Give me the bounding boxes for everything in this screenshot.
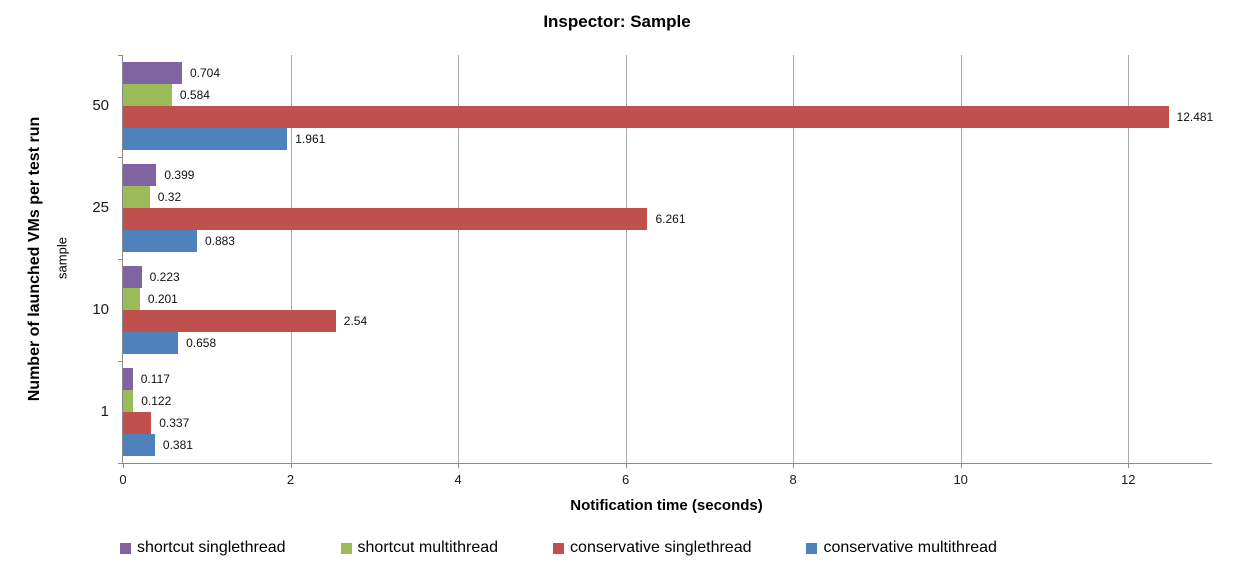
bar-shortcut-multithread (123, 186, 150, 208)
bar-conservative-multithread (123, 128, 288, 150)
gridline (458, 55, 460, 463)
legend-item-conservative-multithread: conservative multithread (806, 539, 997, 557)
bar-conservative-singlethread (123, 208, 648, 230)
y-axis-category-label: 1 (100, 403, 109, 420)
legend-marker-icon (120, 542, 131, 554)
legend-marker-icon (806, 542, 818, 554)
bar-value-label: 0.883 (204, 234, 235, 248)
bar-shortcut-singlethread (123, 266, 142, 288)
bar-value-label: 0.381 (162, 438, 193, 452)
y-axis-subtitle: sample (54, 237, 70, 279)
y-axis-category-label: 25 (92, 199, 109, 216)
legend-item-conservative-singlethread: conservative singlethread (553, 539, 751, 557)
legend: shortcut singlethread shortcut multithrea… (120, 539, 997, 557)
bar-value-label: 6.261 (655, 212, 686, 226)
x-axis-tick-label: 8 (789, 472, 797, 487)
x-axis-tick-label: 4 (454, 472, 462, 487)
x-axis-tick (123, 463, 124, 468)
bar-value-label: 0.223 (149, 270, 180, 284)
bar-value-label: 0.704 (189, 66, 220, 80)
bar-value-label: 0.584 (179, 88, 210, 102)
bar-shortcut-multithread (123, 288, 140, 310)
x-axis-tick (458, 463, 460, 468)
bar-value-label: 0.337 (159, 416, 190, 430)
bar-value-label: 1.961 (295, 132, 326, 146)
x-axis-tick-label: 0 (119, 472, 127, 487)
bar-conservative-singlethread (123, 310, 336, 332)
bar-value-label: 0.117 (140, 372, 170, 386)
legend-label: shortcut multithread (357, 539, 499, 556)
gridline (290, 55, 292, 463)
gridline (960, 55, 962, 463)
plot-area: 0 2 4 6 8 10 12 50 25 10 1 0.704 0.584 12.481 1.961 0.3… (92, 55, 1214, 487)
bar-conservative-multithread (123, 434, 155, 456)
x-axis-tick (960, 463, 962, 468)
bar-value-label: 0.122 (141, 394, 172, 408)
bar-shortcut-singlethread (123, 368, 133, 390)
legend-marker-icon (340, 542, 352, 554)
gridline (1128, 55, 1130, 463)
x-axis-tick (1128, 463, 1130, 468)
bar-value-label: 0.399 (164, 168, 195, 182)
x-axis-tick (290, 463, 292, 468)
y-axis-tick (118, 259, 123, 260)
y-axis-category-label: 50 (92, 97, 109, 114)
bar-value-label: 12.481 (1176, 110, 1214, 124)
y-axis-category-label: 10 (92, 301, 109, 318)
x-axis-tick (625, 463, 627, 468)
bar-value-label: 2.54 (343, 314, 368, 328)
x-axis-tick (793, 463, 795, 468)
bar-shortcut-multithread (123, 84, 172, 106)
bar-shortcut-multithread (123, 390, 134, 412)
x-axis-title: Notification time (seconds) (570, 497, 763, 514)
bar-shortcut-singlethread (123, 164, 157, 186)
x-axis-tick-label: 2 (286, 472, 295, 487)
legend-item-shortcut-multithread: shortcut multithread (340, 539, 499, 557)
y-axis-tick (118, 157, 123, 158)
y-axis-title: Number of launched VMs per test run (26, 116, 43, 402)
bar-shortcut-singlethread (123, 62, 182, 84)
y-axis-tick (118, 55, 123, 56)
y-axis-tick (118, 463, 123, 464)
x-axis-tick-label: 10 (953, 472, 968, 487)
y-axis-tick (118, 361, 123, 362)
bar-conservative-singlethread (123, 412, 152, 434)
chart-title: Inspector: Sample (543, 12, 691, 31)
x-axis-tick-label: 6 (621, 472, 630, 487)
x-axis-tick-label: 12 (1120, 472, 1136, 487)
bar-conservative-multithread (123, 230, 197, 252)
legend-label: conservative singlethread (570, 539, 752, 556)
bar-conservative-singlethread (123, 106, 1169, 128)
bar-value-label: 0.32 (157, 190, 182, 204)
bar-value-label: 0.658 (186, 336, 217, 350)
gridline (793, 55, 795, 463)
bar-conservative-multithread (123, 332, 179, 354)
legend-label: conservative multithread (823, 539, 997, 556)
bar-value-label: 0.201 (147, 292, 178, 306)
gridline (625, 55, 627, 463)
legend-item-shortcut-singlethread: shortcut singlethread (120, 539, 286, 557)
legend-label: shortcut singlethread (137, 539, 286, 556)
legend-marker-icon (553, 542, 565, 554)
